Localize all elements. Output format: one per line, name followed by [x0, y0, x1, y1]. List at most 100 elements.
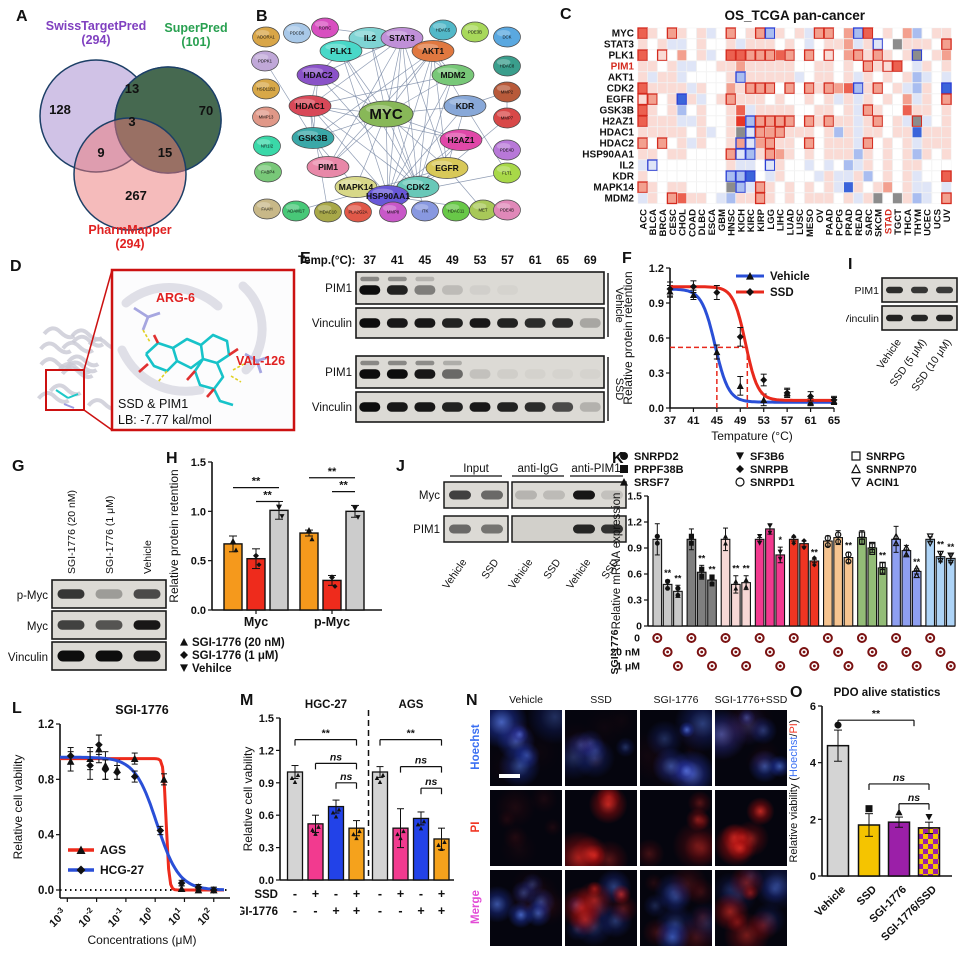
svg-text:0.6: 0.6: [259, 810, 274, 822]
panel-h-chart: 0.0 0.5 1.0 1.5 Myc p-Myc ** ** ** ** Relative pro…: [166, 450, 390, 682]
svg-text:HDAC1: HDAC1: [600, 128, 635, 139]
panel-k-chart: SNRPD2 PRPF38B SRSF7 SF3B6 SNRPB SNRPD1 SNRPG S…: [609, 448, 959, 700]
svg-text:+: +: [332, 904, 339, 918]
svg-text:*: *: [778, 535, 782, 545]
panel-a-letter: A: [16, 8, 28, 25]
svg-text:SSD: SSD: [613, 378, 624, 401]
svg-text:(294): (294): [81, 33, 110, 47]
svg-text:BRCA: BRCA: [658, 209, 669, 237]
svg-text:MYC: MYC: [612, 29, 634, 40]
svg-text:BLCA: BLCA: [648, 209, 659, 236]
n-row-label: PI: [470, 821, 482, 833]
svg-text:1.5: 1.5: [627, 491, 642, 503]
svg-text:41: 41: [391, 255, 404, 267]
svg-text:100: 100: [135, 905, 158, 928]
svg-text:HDAC8: HDAC8: [500, 64, 515, 69]
panel-j-letter: J: [396, 458, 405, 475]
svg-text:**: **: [709, 565, 717, 575]
panel-m-letter: M: [240, 692, 254, 709]
svg-text:COAD: COAD: [687, 209, 698, 237]
svg-text:NR1I2: NR1I2: [261, 144, 274, 149]
panel-e-letter: E: [300, 250, 311, 267]
svg-text:PDE3B: PDE3B: [468, 30, 482, 35]
svg-text:267: 267: [125, 188, 147, 203]
svg-text:MAPK14: MAPK14: [593, 183, 634, 194]
svg-text:LIHC: LIHC: [776, 209, 787, 231]
svg-text:PIM1: PIM1: [325, 367, 352, 379]
svg-text:10-2: 10-2: [74, 905, 99, 930]
svg-text:0: 0: [634, 633, 640, 645]
svg-text:ns: ns: [425, 776, 437, 788]
svg-text:KDR: KDR: [456, 101, 474, 111]
svg-text:13: 13: [125, 81, 139, 96]
svg-text:0.8: 0.8: [38, 774, 55, 786]
svg-text:AKT1: AKT1: [422, 46, 444, 56]
panel-g-letter: G: [12, 458, 25, 475]
svg-text:0.3: 0.3: [649, 368, 664, 380]
svg-text:Vinculin: Vinculin: [312, 318, 352, 330]
svg-text:LB: -7.77 kal/mol: LB: -7.77 kal/mol: [118, 413, 212, 427]
svg-text:-: -: [334, 887, 338, 901]
panel-c-heatmap: OS_TCGA pan-cancer MYC STAT3 PLK1 PIM1 AKT1 CD…: [560, 4, 959, 254]
panel-c-letter: C: [560, 6, 572, 23]
panel-d-docking: ARG-6 VAL-126 SSD & PIM1 LB: -7.77 kal/mol: [8, 258, 298, 450]
svg-text:Vinculin: Vinculin: [846, 313, 879, 325]
svg-text:PAAD: PAAD: [825, 209, 836, 235]
svg-text:STAD: STAD: [883, 209, 894, 234]
svg-text:SSD: SSD: [254, 889, 278, 901]
svg-text:OV: OV: [815, 208, 826, 222]
svg-text:1.2: 1.2: [38, 719, 54, 731]
svg-text:PLK1: PLK1: [330, 46, 352, 56]
svg-text:ACIN1: ACIN1: [866, 477, 899, 489]
svg-text:UCS: UCS: [932, 209, 943, 229]
svg-text:STAT3: STAT3: [604, 40, 635, 51]
svg-text:SGI-1776 (20 nM): SGI-1776 (20 nM): [192, 637, 285, 649]
panel-f-letter: F: [622, 250, 632, 267]
svg-text:0.4: 0.4: [38, 830, 55, 842]
svg-text:SSD: SSD: [479, 556, 501, 581]
network: ADORA1 PDCD6 RORC IL2 STAT3 HDAC5 PDE3B DCK PLK1…: [251, 17, 521, 223]
svg-text:Myc: Myc: [244, 615, 268, 629]
svg-text:AKT1: AKT1: [608, 73, 635, 84]
svg-text:+: +: [438, 904, 445, 918]
svg-text:SKCM: SKCM: [874, 209, 885, 237]
svg-text:PLK1: PLK1: [608, 51, 634, 62]
svg-text:1.5: 1.5: [191, 457, 206, 469]
svg-text:HSP90AA1: HSP90AA1: [366, 191, 410, 201]
svg-text:-: -: [378, 904, 382, 918]
svg-text:SSD: SSD: [855, 884, 880, 909]
svg-text:READ: READ: [854, 209, 865, 236]
svg-text:SNRPB: SNRPB: [750, 464, 789, 476]
svg-text:HDAC11: HDAC11: [448, 209, 465, 214]
svg-text:65: 65: [828, 415, 840, 427]
venn: SwissTargetPred(294)SuperPred(101)128137…: [39, 19, 228, 251]
svg-text:HCG-27: HCG-27: [100, 863, 144, 877]
svg-text:SwissTargetPred: SwissTargetPred: [46, 19, 147, 33]
svg-text:MMP13: MMP13: [259, 115, 274, 120]
svg-text:-: -: [398, 904, 402, 918]
svg-text:-: -: [293, 904, 297, 918]
panel-i-blots: PIM1 Vinculin Vehicle SSD (5 μM) SSD (10 μM): [842, 254, 959, 462]
svg-text:MESO: MESO: [805, 209, 816, 237]
svg-text:CESC: CESC: [668, 209, 679, 236]
svg-text:1.2: 1.2: [259, 745, 274, 757]
svg-text:PIM1: PIM1: [854, 285, 879, 297]
svg-text:PCPG: PCPG: [834, 209, 845, 236]
panel-b-letter: B: [256, 8, 268, 25]
svg-text:LGG: LGG: [766, 209, 777, 230]
svg-text:**: **: [252, 476, 261, 488]
svg-text:15: 15: [158, 145, 172, 160]
svg-text:1 μM: 1 μM: [616, 661, 640, 673]
svg-text:CHOL: CHOL: [678, 209, 689, 236]
svg-text:SGI-1776 (1 μM): SGI-1776 (1 μM): [104, 496, 116, 574]
svg-text:SNRNP70: SNRNP70: [866, 464, 917, 476]
svg-text:ADAM17: ADAM17: [287, 209, 305, 214]
svg-text:45: 45: [418, 255, 431, 267]
svg-text:0.0: 0.0: [38, 885, 54, 897]
svg-text:MMP7: MMP7: [501, 116, 514, 121]
svg-text:61: 61: [529, 255, 542, 267]
svg-text:9: 9: [97, 145, 104, 160]
svg-text:MDM2: MDM2: [440, 70, 465, 80]
fluorescence-image: [640, 870, 712, 946]
